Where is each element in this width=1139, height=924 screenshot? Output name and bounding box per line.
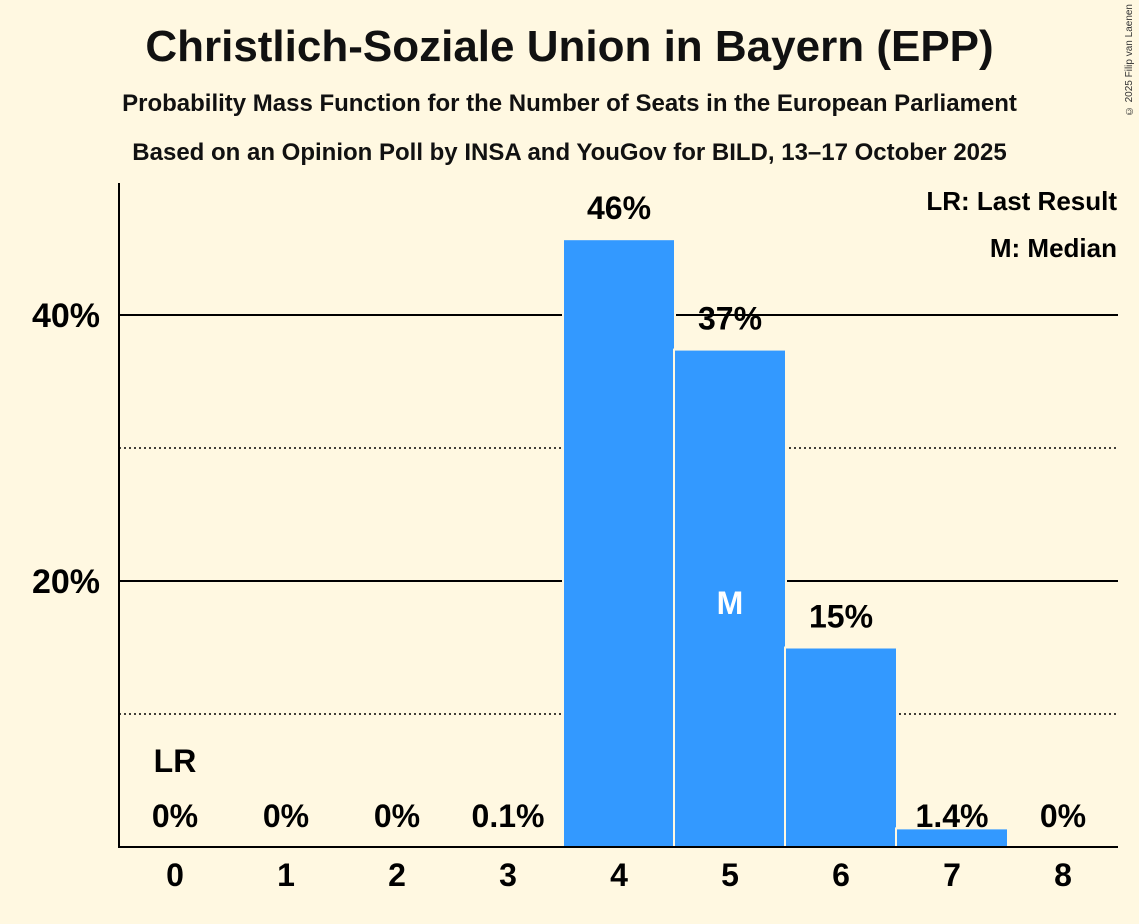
x-tick-label: 2 [388, 857, 406, 893]
x-tick-label: 3 [499, 857, 517, 893]
x-tick-label: 1 [277, 857, 295, 893]
data-label: 46% [587, 190, 651, 226]
chart-subtitle: Probability Mass Function for the Number… [122, 90, 1017, 117]
median-marker: M [717, 585, 744, 621]
chart-title: Christlich-Soziale Union in Bayern (EPP) [145, 22, 994, 71]
x-tick-label: 7 [943, 857, 961, 893]
x-tick-label: 6 [832, 857, 850, 893]
x-tick-label: 4 [610, 857, 628, 893]
legend-entry: LR: Last Result [926, 186, 1117, 216]
bar-4 [562, 238, 676, 848]
data-label: 0.1% [472, 798, 545, 834]
y-tick-label: 40% [32, 297, 100, 335]
y-tick-label: 20% [32, 563, 100, 601]
data-label: 0% [1040, 798, 1086, 834]
data-label: 0% [263, 798, 309, 834]
data-label: 1.4% [916, 798, 989, 834]
x-tick-label: 0 [166, 857, 184, 893]
data-label: 37% [698, 301, 762, 337]
bar-6 [784, 646, 898, 848]
x-tick-label: 8 [1054, 857, 1072, 893]
data-label: 0% [374, 798, 420, 834]
data-label: 0% [152, 798, 198, 834]
last-result-marker: LR [154, 743, 197, 779]
chart-source: Based on an Opinion Poll by INSA and You… [132, 139, 1007, 166]
data-label: 15% [809, 599, 873, 635]
legend-entry: M: Median [990, 233, 1117, 263]
x-tick-label: 5 [721, 857, 739, 893]
